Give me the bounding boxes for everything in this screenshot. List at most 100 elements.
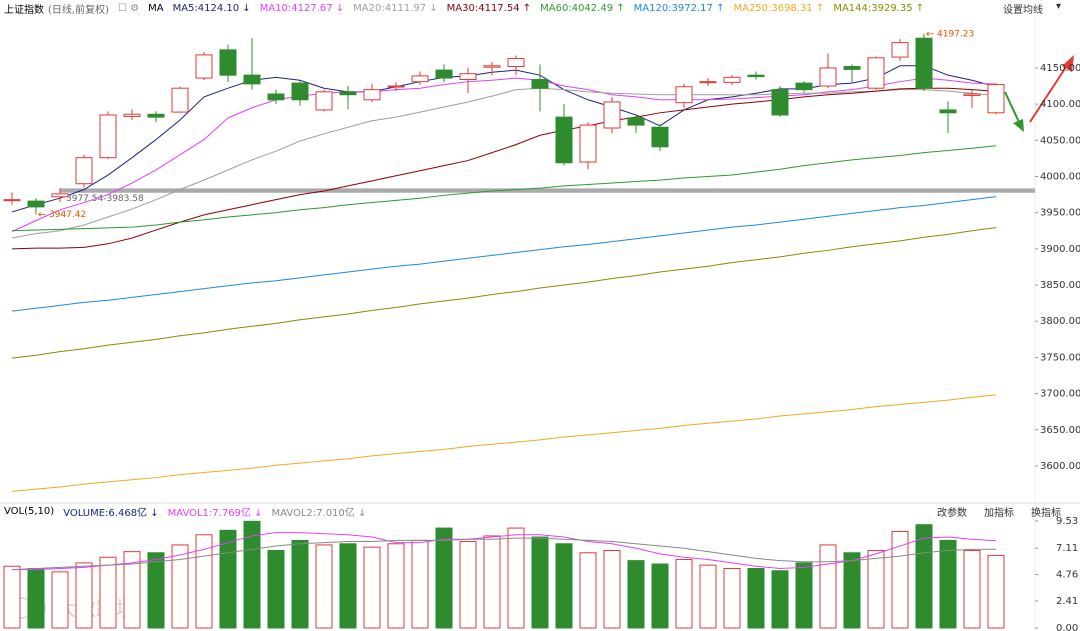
y-tick-label: 3750.00 bbox=[1040, 352, 1080, 363]
candle-body bbox=[363, 89, 381, 101]
y-tick-label: 3850.00 bbox=[1040, 280, 1080, 291]
volume-bar bbox=[243, 520, 261, 629]
candle-body bbox=[699, 81, 717, 84]
candle-body bbox=[459, 73, 477, 81]
volume-bar bbox=[939, 539, 957, 629]
volume-bar bbox=[387, 543, 405, 629]
volume-bar bbox=[651, 563, 669, 629]
ma-legend: MA5:4124.10 ↓ MA10:4127.67 ↓ MA20:4111.97 … bbox=[173, 3, 934, 14]
volume-bar bbox=[819, 544, 837, 629]
ma-setting[interactable]: 设置均线 bbox=[1002, 4, 1043, 16]
indicator-button[interactable]: 改参数 bbox=[937, 507, 967, 519]
down-arrow bbox=[1004, 91, 1024, 132]
ma-legend-entry: MA30:4117.54 ↑ bbox=[446, 2, 532, 14]
ma-legend-entry: MA144:3929.35 ↑ bbox=[833, 2, 925, 14]
volume-bar bbox=[579, 552, 597, 629]
ma-line bbox=[11, 87, 997, 250]
volume-bar bbox=[771, 570, 789, 629]
mavol-line bbox=[11, 537, 997, 571]
volume-bar bbox=[27, 567, 45, 629]
settings[interactable]: 设置均线 ▾ bbox=[995, 1, 1070, 16]
volume-bar bbox=[987, 554, 1005, 629]
ma-line bbox=[11, 196, 997, 312]
candle-body bbox=[915, 37, 933, 89]
up-arrow bbox=[1029, 55, 1074, 123]
candle-body bbox=[51, 193, 69, 198]
indicator-button[interactable]: 换指标 bbox=[1031, 507, 1061, 519]
vol-tick-label: 7.11 bbox=[1056, 543, 1078, 554]
candle-body bbox=[315, 91, 333, 111]
candle-body bbox=[483, 65, 501, 68]
volume-bar bbox=[699, 564, 717, 629]
settings-icon[interactable]: ☐ ⚙ bbox=[117, 2, 140, 14]
candle-body bbox=[963, 93, 981, 96]
candle-body bbox=[579, 124, 597, 163]
volume-bar bbox=[3, 565, 21, 629]
volume-bar bbox=[147, 552, 165, 629]
candle-body bbox=[627, 117, 645, 126]
high-label: 4197.23 bbox=[937, 29, 974, 39]
ma-line bbox=[11, 87, 997, 239]
candle-body bbox=[987, 84, 1005, 114]
volume-bar bbox=[675, 559, 693, 629]
volume-bar bbox=[747, 567, 765, 629]
low-label: 3947.42 bbox=[49, 210, 86, 220]
ma-label: MA bbox=[148, 2, 164, 14]
ma-legend-entry: MA250:3698.31 ↑ bbox=[733, 2, 825, 14]
ma-legend-entry: MA120:3972.17 ↑ bbox=[633, 2, 725, 14]
candle-body bbox=[291, 82, 309, 101]
y-tick-label: 3950.00 bbox=[1040, 208, 1080, 219]
y-tick-label: 3600.00 bbox=[1040, 461, 1080, 472]
volume-value: VOLUME:6.468亿 ↓ bbox=[63, 507, 159, 519]
candle-body bbox=[243, 74, 261, 85]
vol-legend-entry: MAVOL1:7.769亿 ↓ bbox=[167, 507, 263, 519]
candle-body bbox=[507, 58, 525, 67]
candle-body bbox=[891, 42, 909, 58]
volume-bar bbox=[315, 544, 333, 629]
candle-body bbox=[555, 116, 573, 164]
volume-bar bbox=[843, 552, 861, 629]
volume-bar bbox=[795, 562, 813, 629]
candle-body bbox=[531, 79, 549, 89]
volume-bar bbox=[291, 539, 309, 629]
candle-body bbox=[171, 87, 189, 113]
volume-bar bbox=[411, 539, 429, 629]
ma-line bbox=[11, 394, 997, 492]
volume-bar bbox=[459, 541, 477, 629]
vol-legend-entry: MAVOL2:7.010亿 ↓ bbox=[271, 507, 367, 519]
candle-body bbox=[75, 157, 93, 185]
volume-bar bbox=[507, 527, 525, 629]
candle-body bbox=[411, 75, 429, 83]
watermark: 大数跨境 bbox=[56, 597, 136, 621]
volume-bar bbox=[339, 543, 357, 629]
candle-body bbox=[99, 114, 117, 159]
vol-tick-label: 2.41 bbox=[1056, 596, 1078, 607]
candle-body bbox=[267, 93, 285, 101]
candle-body bbox=[819, 67, 837, 87]
candle-body bbox=[747, 74, 765, 78]
mavol-line bbox=[12, 532, 997, 571]
volume-bar bbox=[555, 543, 573, 629]
candle-body bbox=[771, 89, 789, 116]
volume-bar bbox=[195, 534, 213, 629]
volume-bar bbox=[435, 527, 453, 629]
candle-body bbox=[675, 86, 693, 104]
dropdown-caret[interactable]: ▾ bbox=[1055, 0, 1061, 12]
volume-bar bbox=[915, 524, 933, 629]
candle-body bbox=[795, 82, 813, 91]
y-tick-label: 3800.00 bbox=[1040, 316, 1080, 327]
volume-bar bbox=[267, 550, 285, 629]
candle-body bbox=[27, 200, 45, 208]
candle-body bbox=[723, 76, 741, 83]
volume-bar bbox=[627, 560, 645, 629]
indicator-button[interactable]: 加指标 bbox=[984, 507, 1014, 519]
y-tick-label: 3900.00 bbox=[1040, 244, 1080, 255]
y-tick-label: 4050.00 bbox=[1040, 135, 1080, 146]
candle-body bbox=[603, 101, 621, 129]
gap-band bbox=[60, 188, 1035, 193]
candle-body bbox=[339, 91, 357, 96]
volume-title: VOL(5,10) bbox=[4, 505, 55, 517]
volume-bar bbox=[483, 535, 501, 629]
volume-bar bbox=[603, 550, 621, 629]
